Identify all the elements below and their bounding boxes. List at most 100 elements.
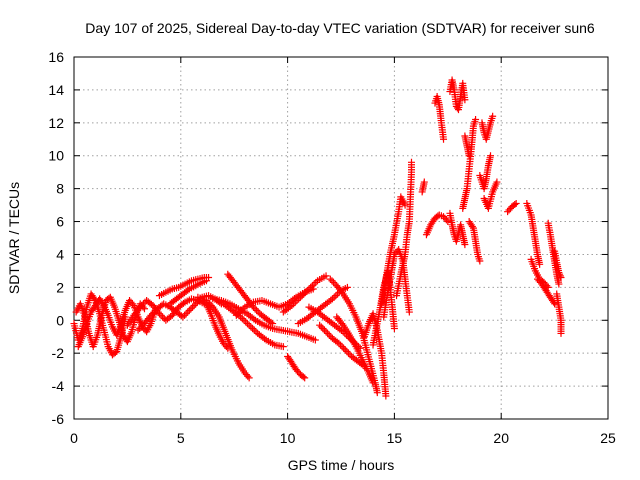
data-point [288,301,296,309]
data-point [322,272,330,280]
data-point [472,116,480,124]
data-point [338,343,346,351]
data-point [476,257,484,265]
data-point [555,280,563,288]
data-point [232,311,240,319]
data-point [147,311,155,319]
data-point [319,325,327,332]
y-tick-label: 12 [48,115,64,131]
data-point [251,305,259,313]
data-point [202,277,210,285]
data-point [512,199,520,207]
data-point [134,326,142,334]
y-tick-label: 10 [48,148,64,164]
y-tick-label: 8 [56,181,64,197]
data-point [207,301,215,309]
data-point [137,323,145,331]
data-point [544,283,552,291]
data-point [461,241,469,249]
data-point [343,283,351,291]
data-point [556,272,564,280]
data-point [301,374,309,382]
data-point [341,346,349,354]
data-point [190,301,198,309]
data-point [238,315,246,323]
data-point [327,296,335,304]
data-point [487,152,495,160]
x-tick-label: 0 [70,430,78,446]
y-tick-label: 16 [48,49,64,65]
data-point [302,288,310,296]
data-point [136,325,144,332]
data-point [557,329,565,337]
data-point [382,392,390,400]
data-point [296,293,304,301]
data-point [337,326,345,334]
y-tick-label: 6 [56,214,64,230]
data-point [307,283,315,291]
data-point [308,282,316,290]
data-point [206,300,214,308]
data-point [148,310,156,318]
data-point [338,288,346,296]
data-point [159,313,167,321]
x-axis-title: GPS time / hours [288,457,395,473]
x-tick-label: 10 [280,430,296,446]
data-point [556,270,564,278]
data-point [325,331,333,339]
data-point [181,311,189,319]
data-point [267,318,275,326]
chart-title: Day 107 of 2025, Sidereal Day-to-day VTE… [85,20,595,36]
x-tick-label: 5 [177,430,185,446]
y-tick-label: 0 [56,312,64,328]
data-point [179,313,187,321]
data-point [316,321,324,329]
data-point [300,290,308,298]
data-point [489,112,497,120]
data-point [390,325,398,332]
data-point [234,310,242,318]
data-point [247,323,255,331]
y-tick-label: -4 [52,378,65,394]
data-point [468,222,476,230]
data-point [326,275,334,283]
y-tick-label: -2 [52,345,65,361]
data-point [189,303,197,311]
data-point [155,310,163,318]
data-point [244,372,252,380]
data-points [70,76,565,400]
data-point [237,306,245,314]
plot-frame [73,56,609,420]
data-point [305,285,313,293]
data-point [269,320,277,328]
data-point [157,311,165,319]
data-point [240,316,248,324]
data-point [250,326,258,334]
data-point [312,278,320,286]
data-point [139,300,147,308]
data-point [261,335,269,343]
grid-lines [74,57,608,419]
data-point [328,295,336,303]
data-point [298,292,306,300]
data-point [179,299,187,307]
data-point [493,178,501,186]
data-point [243,320,251,328]
y-tick-label: 2 [56,279,64,295]
data-point [236,308,244,316]
y-tick-label: 14 [48,82,64,98]
data-point [128,300,136,308]
data-point [343,348,351,356]
data-point [204,298,212,306]
data-point [336,341,344,349]
data-point [332,292,340,300]
data-point [239,305,247,313]
data-point [185,306,193,314]
data-point [299,373,307,381]
y-axis-title: SDTVAR / TECUs [6,182,22,294]
data-point [136,303,144,311]
data-point [184,286,192,294]
x-tick-label: 20 [493,430,509,446]
data-point [245,321,253,329]
data-point [440,135,448,143]
